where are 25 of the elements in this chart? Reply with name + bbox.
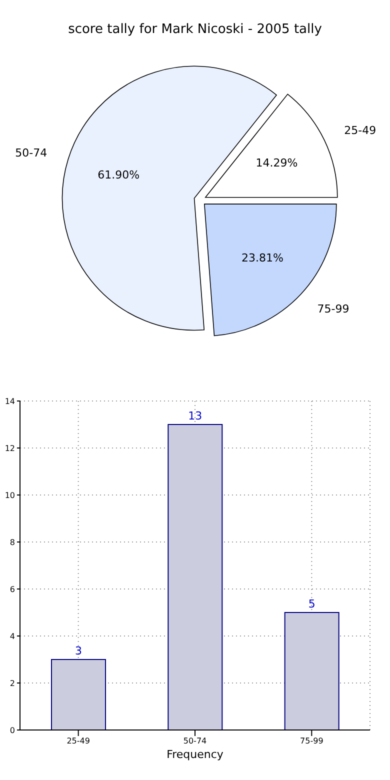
bar: [284, 612, 340, 730]
y-tick-label: 4: [10, 632, 15, 641]
data-label: 3: [75, 644, 82, 658]
bar: [51, 659, 106, 730]
slice-label: 25-49: [344, 124, 376, 138]
slice-label: 50-74: [15, 146, 48, 160]
y-tick-label: 2: [10, 678, 15, 688]
data-label: 13: [188, 410, 202, 422]
y-tick-label: 0: [10, 726, 15, 735]
x-tick-label: 25-49: [66, 736, 90, 746]
y-tick-label: 10: [4, 490, 15, 500]
data-label: 61.90%: [98, 168, 140, 182]
data-label: 14.29%: [256, 156, 298, 170]
x-tick-label: 75-99: [300, 736, 324, 746]
y-tick-label: 12: [4, 444, 15, 453]
bar: [168, 424, 223, 730]
x-tick-label: 50-74: [183, 736, 207, 746]
y-tick-label: 8: [10, 538, 15, 547]
y-tick-label: 6: [10, 584, 15, 594]
chart-title: score tally for Mark Nicoski - 2005 tally: [67, 22, 323, 37]
data-label: 23.81%: [241, 251, 284, 264]
data-label: 5: [308, 598, 316, 610]
x-axis-title: Frequency: [166, 748, 224, 761]
slice-label: 75-99: [317, 302, 350, 316]
y-tick-label: 14: [4, 396, 15, 406]
